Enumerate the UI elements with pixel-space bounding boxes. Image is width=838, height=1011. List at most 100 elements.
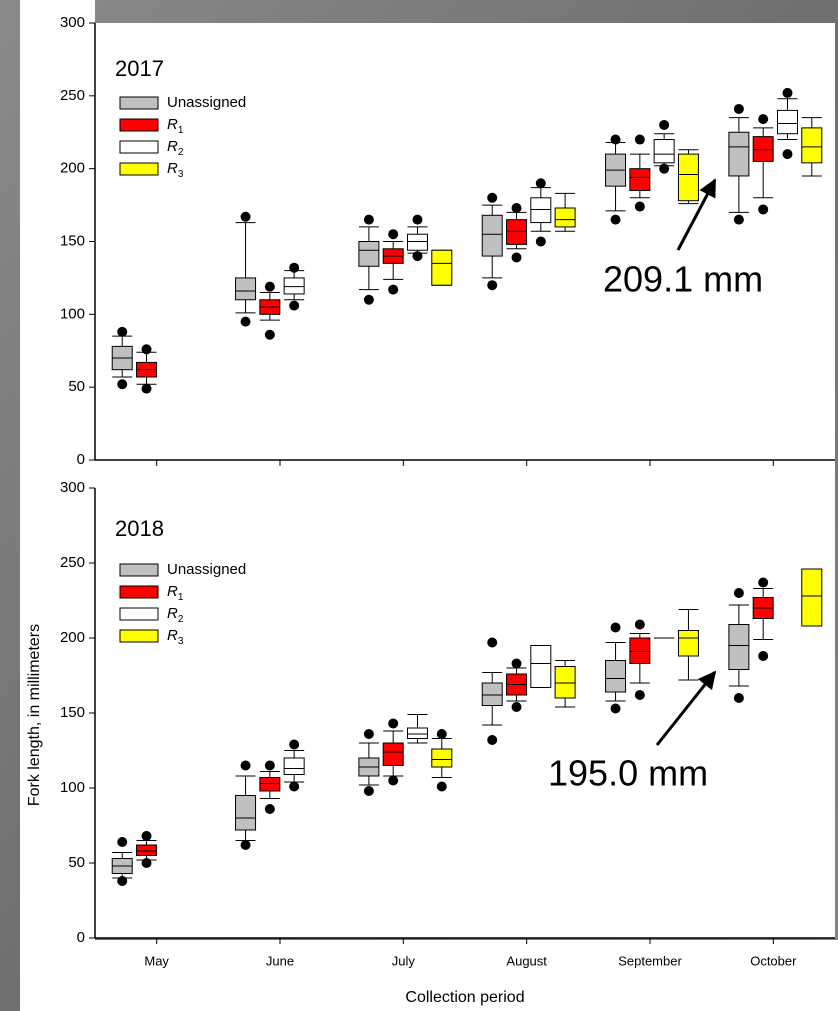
x-tick-label: May [144,953,169,968]
box [554,207,576,228]
box-plot [801,117,823,177]
box [530,645,552,688]
outlier [141,831,152,841]
legend-label: R1 [167,583,184,603]
box [481,214,503,257]
outlier [659,163,670,174]
y-tick-label: 250 [60,554,85,571]
box [554,666,576,699]
outlier [117,876,128,886]
y-axis-label: Fork length, in millimeters [26,624,43,806]
box-plot [530,178,552,247]
box-plot [752,577,774,661]
annotation: 209.1 mm [603,259,763,300]
outlier [610,622,621,633]
outlier [487,637,498,648]
legend-label: R2 [167,605,184,625]
box [431,748,453,768]
box [677,153,699,202]
box-plot [481,192,503,291]
y-tick-label: 150 [60,704,85,721]
outlier [141,858,152,868]
x-tick-label: September [618,953,682,968]
box-plot [111,326,133,390]
legend-swatch [119,607,159,621]
box-plot [677,609,699,681]
box-plot [605,134,627,225]
outlier [758,204,769,215]
legend-swatch [119,585,159,599]
box [629,168,651,192]
outlier [511,202,522,213]
outlier [733,214,744,225]
box [259,777,281,792]
annotation-arrow [676,178,717,251]
box-plot [554,192,576,232]
box [530,197,552,224]
outlier [782,149,793,160]
box-plot [530,645,552,688]
box [136,844,158,856]
outlier [412,214,423,225]
box [283,277,305,295]
outlier [388,229,399,240]
box-plot [358,214,380,305]
box-plot [431,249,453,286]
outlier [535,236,546,247]
box [358,241,380,267]
box-plot [431,729,453,792]
box-plot [776,87,798,160]
box [752,136,774,162]
x-tick-label: August [506,953,547,968]
legend-swatch [119,629,159,643]
y-tick-label: 100 [60,305,85,322]
outlier [117,326,128,337]
box [431,249,453,286]
box-plot [382,718,404,786]
box-plot [605,622,627,714]
annotation: 195.0 mm [548,753,708,794]
y-tick-label: 100 [60,779,85,796]
outlier [610,214,621,225]
y-tick-label: 0 [77,451,85,468]
box [481,682,503,706]
box-plot [259,281,281,340]
outlier [511,252,522,263]
outlier [289,262,300,273]
box [728,624,750,670]
outlier [264,329,275,340]
box-plot [259,760,281,814]
outlier [363,729,374,739]
outlier [141,344,152,355]
box-plot [752,114,774,215]
outlier [634,201,645,212]
box-plot [406,714,428,744]
y-tick-label: 200 [60,629,85,646]
outlier [388,284,399,295]
box [801,568,823,627]
y-tick-label: 50 [68,378,85,395]
outlier [436,781,447,792]
box-plot [506,658,528,712]
outlier [535,178,546,189]
outlier [733,588,744,598]
outlier [240,316,251,327]
legend-label: R3 [167,160,184,180]
box [235,795,257,831]
left-area [20,0,95,1011]
outlier [264,804,275,814]
box-plot [629,619,651,700]
legend-swatch [119,96,159,110]
outlier [240,760,251,771]
y-tick-label: 300 [60,14,85,31]
legend-swatch [119,563,159,577]
outlier [117,837,128,847]
outlier [659,119,670,130]
box-plot [506,202,528,263]
box-plot [283,739,305,792]
box-plot [111,837,133,886]
outlier [634,619,645,630]
outlier [141,383,152,394]
legend-swatch [119,140,159,154]
